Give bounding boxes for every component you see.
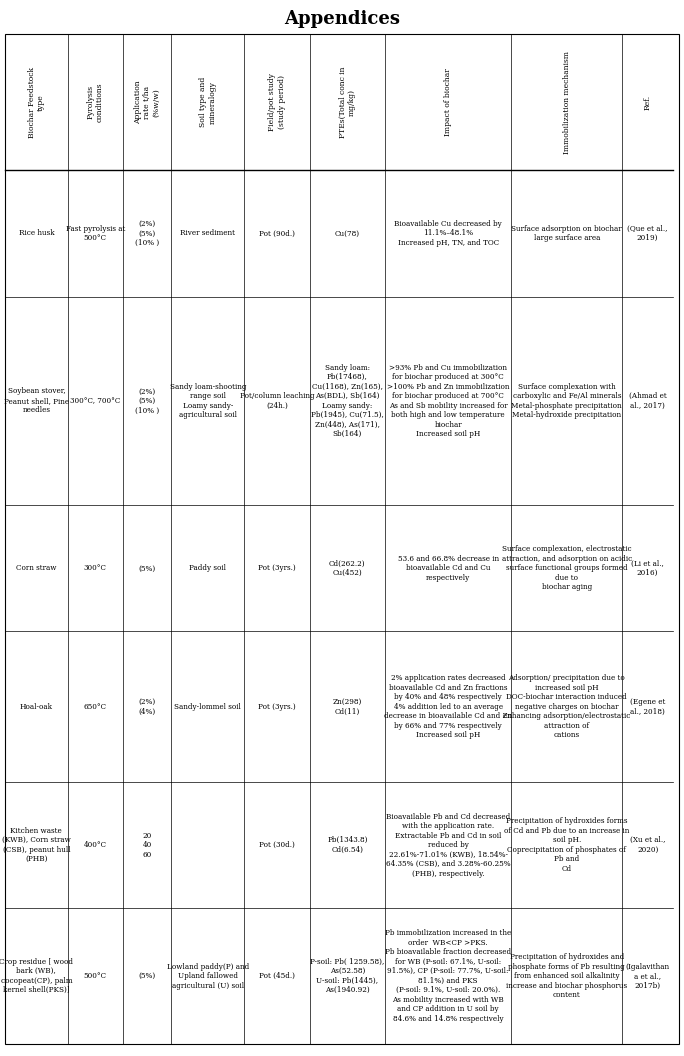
Text: Cu(78): Cu(78) — [335, 229, 360, 238]
Text: Surface complexation with
carboxylic and Fe/Al minerals
Metal-phosphate precipit: Surface complexation with carboxylic and… — [512, 382, 622, 419]
Text: Appendices: Appendices — [284, 10, 400, 29]
Text: Sandy loam:
Pb(17468),
Cu(1168), Zn(165),
As(BDL), Sb(164)
Loamy sandy:
Pb(1945): Sandy loam: Pb(17468), Cu(1168), Zn(165)… — [311, 363, 384, 438]
Text: Pot (3yrs.): Pot (3yrs.) — [258, 702, 296, 711]
Text: >93% Pb and Cu immobilization
for biochar produced at 300°C
>100% Pb and Zn immo: >93% Pb and Cu immobilization for biocha… — [387, 363, 510, 438]
Text: Surface complexation, electrostatic
attraction, and adsorption on acidic
surface: Surface complexation, electrostatic attr… — [501, 545, 632, 591]
Text: (2%)
(4%): (2%) (4%) — [139, 698, 156, 715]
Text: 300°C, 700°C: 300°C, 700°C — [70, 397, 120, 404]
Text: (2%)
(5%)
(10% ): (2%) (5%) (10% ) — [135, 220, 159, 247]
Text: River sediment: River sediment — [181, 229, 235, 238]
Text: Pot/column leaching
(24h.): Pot/column leaching (24h.) — [239, 392, 314, 410]
Text: Field/pot study
(study period): Field/pot study (study period) — [268, 73, 285, 131]
Text: Soybean stover,
Peanut shell, Pine
needles: Soybean stover, Peanut shell, Pine needl… — [4, 388, 69, 414]
Text: Zn(298)
Cd(11): Zn(298) Cd(11) — [332, 698, 362, 715]
Text: Fast pyrolysis at
500°C: Fast pyrolysis at 500°C — [66, 225, 125, 242]
Text: Ref.: Ref. — [644, 95, 652, 110]
Text: 400°C: 400°C — [83, 841, 107, 849]
Text: Lowland paddy(P) and
Upland fallowed
agricultural (U) soil: Lowland paddy(P) and Upland fallowed agr… — [167, 963, 249, 989]
Text: Kitchen waste
(KWB), Corn straw
(CSB), peanut hull
(PHB): Kitchen waste (KWB), Corn straw (CSB), p… — [2, 827, 70, 863]
Text: Hoal-oak: Hoal-oak — [20, 702, 53, 711]
Text: Pot (30d.): Pot (30d.) — [259, 841, 295, 849]
Text: (5%): (5%) — [139, 973, 156, 980]
Text: Biochar Feedstock
type: Biochar Feedstock type — [28, 67, 45, 137]
Text: Immobilization mechanism: Immobilization mechanism — [563, 51, 570, 154]
Text: 300°C: 300°C — [84, 564, 107, 572]
Text: (Igalavithan
a et al.,
2017b): (Igalavithan a et al., 2017b) — [626, 963, 670, 989]
Text: Application
rate t/ha
(%w/w): Application rate t/ha (%w/w) — [134, 80, 161, 124]
Text: Precipitation of hydroxides and
phosphate forms of Pb resulting
from enhanced so: Precipitation of hydroxides and phosphat… — [506, 954, 627, 999]
Text: Impact of biochar: Impact of biochar — [444, 69, 452, 136]
Text: (Li et al.,
2016): (Li et al., 2016) — [631, 560, 664, 577]
Text: 500°C: 500°C — [83, 973, 107, 980]
Text: Surface adsorption on biochar
large surface area: Surface adsorption on biochar large surf… — [512, 225, 622, 242]
Text: (Xu et al.,
2020): (Xu et al., 2020) — [630, 836, 666, 853]
Text: Bioavailable Cu decreased by
11.1%–48.1%
Increased pH, TN, and TOC: Bioavailable Cu decreased by 11.1%–48.1%… — [394, 220, 502, 247]
Text: Pot (3yrs.): Pot (3yrs.) — [258, 564, 296, 572]
Text: Pb(1343.8)
Cd(6.54): Pb(1343.8) Cd(6.54) — [327, 836, 367, 853]
Text: (Ahmad et
al., 2017): (Ahmad et al., 2017) — [629, 392, 666, 410]
Text: 2% application rates decreased
bioavailable Cd and Zn fractions
by 40% and 48% r: 2% application rates decreased bioavaila… — [384, 674, 512, 739]
Text: (Que et al.,
2019): (Que et al., 2019) — [627, 225, 668, 242]
Text: Soil type and
mineralogy: Soil type and mineralogy — [199, 77, 216, 128]
Text: Sandy-lommel soil: Sandy-lommel soil — [174, 702, 241, 711]
Text: Precipitation of hydroxides forms
of Cd and Pb due to an increase in
soil pH.
Co: Precipitation of hydroxides forms of Cd … — [504, 817, 629, 872]
Text: Pyrolysis
conditions: Pyrolysis conditions — [87, 82, 104, 122]
Text: 20
40
60: 20 40 60 — [142, 831, 152, 859]
Text: (5%): (5%) — [139, 564, 156, 572]
Text: PTEs(Total conc in
mg/kg): PTEs(Total conc in mg/kg) — [339, 67, 356, 138]
Text: Cd(262.2)
Cu(452): Cd(262.2) Cu(452) — [329, 560, 366, 577]
Text: Pot (45d.): Pot (45d.) — [259, 973, 295, 980]
Text: Adsorption/ precipitation due to
increased soil pH
DOC-biochar interaction induc: Adsorption/ precipitation due to increas… — [503, 674, 631, 739]
Text: Pb immobilization increased in the
order  WB<CP >PKS.
Pb bioavailable fraction d: Pb immobilization increased in the order… — [385, 929, 511, 1023]
Text: Crop residue [ wood
bark (WB),
cocopeat(CP), palm
kernel shell(PKS)]: Crop residue [ wood bark (WB), cocopeat(… — [0, 958, 73, 995]
Text: P-soil: Pb( 1259.58),
As(52.58)
U-soil: Pb(1445),
As(1940.92): P-soil: Pb( 1259.58), As(52.58) U-soil: … — [311, 958, 384, 995]
Text: Bioavailable Pb and Cd decreased
with the application rate.
Extractable Pb and C: Bioavailable Pb and Cd decreased with th… — [386, 812, 510, 878]
Text: Sandy loam-shooting
range soil
Loamy sandy-
agricultural soil: Sandy loam-shooting range soil Loamy san… — [170, 382, 246, 419]
Text: Pot (90d.): Pot (90d.) — [259, 229, 295, 238]
Text: 53.6 and 66.8% decrease in
bioavailable Cd and Cu
respectively: 53.6 and 66.8% decrease in bioavailable … — [397, 554, 499, 582]
Text: (2%)
(5%)
(10% ): (2%) (5%) (10% ) — [135, 388, 159, 414]
Text: 650°C: 650°C — [83, 702, 107, 711]
Text: (Egene et
al., 2018): (Egene et al., 2018) — [630, 698, 666, 715]
Text: Paddy soil: Paddy soil — [189, 564, 226, 572]
Text: Corn straw: Corn straw — [16, 564, 57, 572]
Text: Rice husk: Rice husk — [18, 229, 54, 238]
